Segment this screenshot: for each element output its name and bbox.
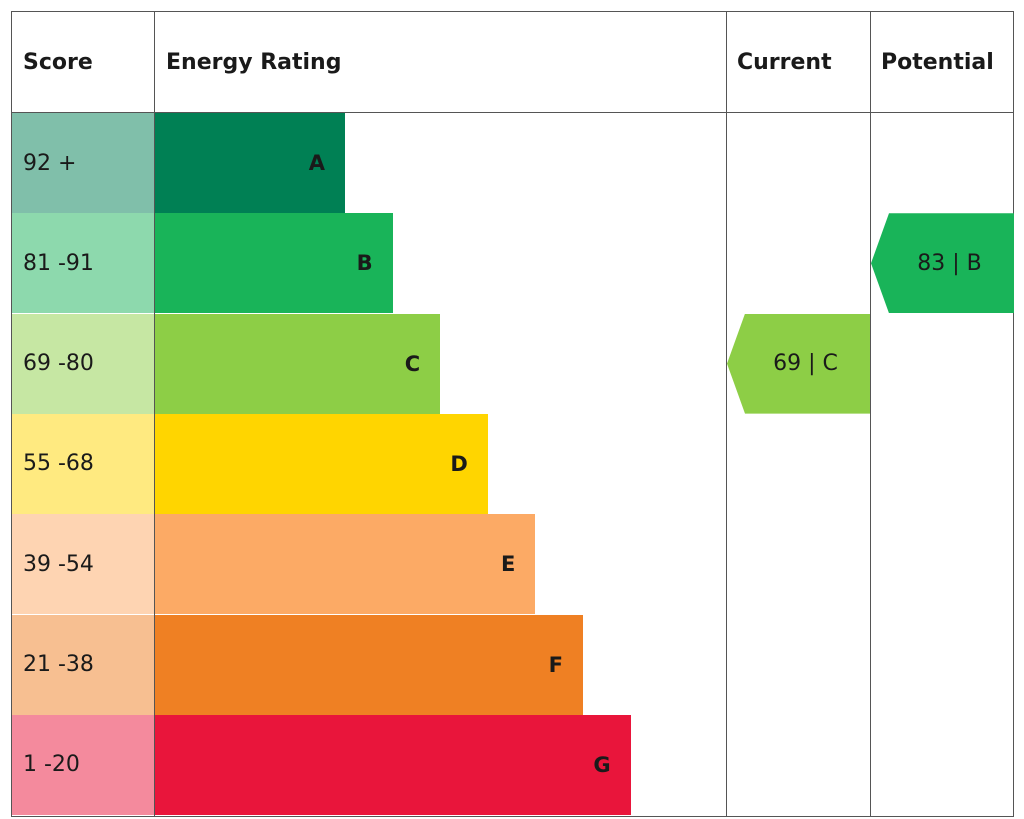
score-range-c: 69 -80 xyxy=(12,313,155,414)
score-range-d: 55 -68 xyxy=(12,413,155,514)
score-range-a: 92 + xyxy=(12,113,155,213)
band-bar-g: G xyxy=(155,714,631,815)
divider-current xyxy=(870,12,871,816)
band-bar-a: A xyxy=(155,113,345,213)
potential-rating-arrow: 83 | B xyxy=(871,213,1014,314)
divider-score xyxy=(154,12,155,816)
band-bar-d: D xyxy=(155,413,488,514)
divider-rating xyxy=(726,12,727,816)
band-bar-c: C xyxy=(155,313,441,414)
header-current: Current xyxy=(737,50,832,75)
band-bar-f: F xyxy=(155,614,583,715)
band-bar-e: E xyxy=(155,514,536,615)
energy-rating-chart: Score Energy Rating Current Potential 92… xyxy=(11,11,1014,817)
band-bar-b: B xyxy=(155,213,393,314)
header-potential: Potential xyxy=(881,50,994,75)
header-score: Score xyxy=(23,50,93,75)
score-range-g: 1 -20 xyxy=(12,714,155,815)
score-range-e: 39 -54 xyxy=(12,514,155,615)
header-divider xyxy=(12,112,1013,113)
header-energy-rating: Energy Rating xyxy=(166,50,342,75)
score-range-f: 21 -38 xyxy=(12,614,155,715)
score-range-b: 81 -91 xyxy=(12,213,155,314)
current-rating-arrow: 69 | C xyxy=(727,313,870,414)
